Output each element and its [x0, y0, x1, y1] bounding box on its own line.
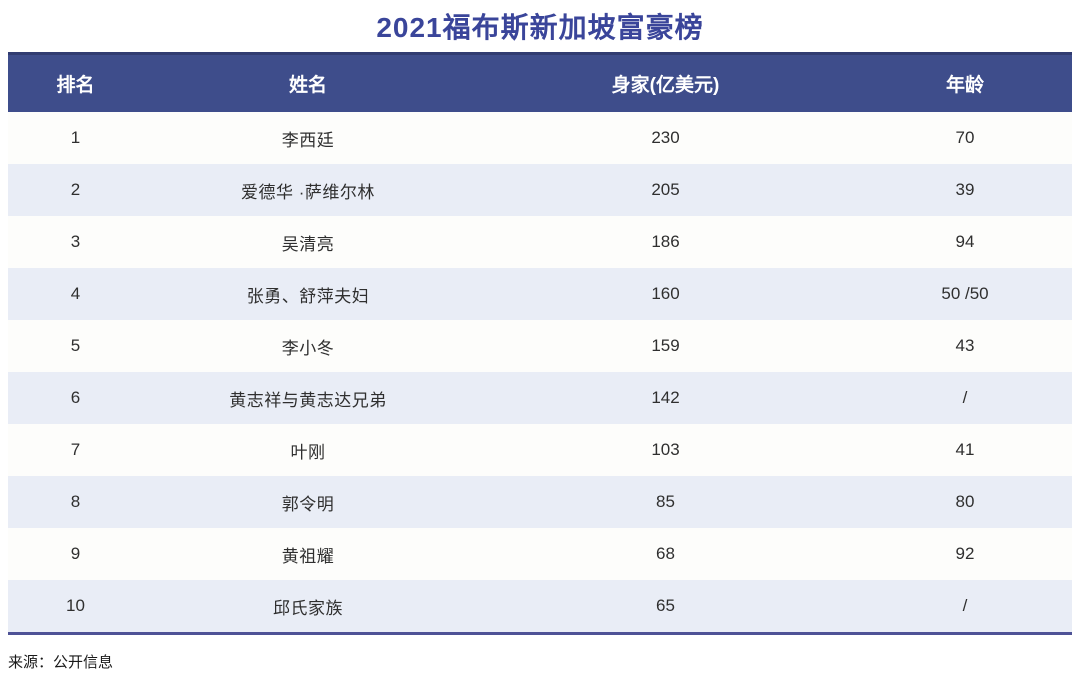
cell-worth: 230	[651, 128, 680, 147]
cell-worth: 159	[651, 336, 680, 355]
cell-worth: 65	[656, 596, 675, 615]
cell-worth: 186	[651, 232, 680, 251]
table-row: 10 邱氏家族 65 /	[8, 580, 1072, 632]
cell-rank: 3	[70, 232, 81, 251]
table-row: 9 黄祖耀 68 92	[8, 528, 1072, 580]
cell-name: 叶刚	[290, 442, 326, 462]
table-row: 3 吴清亮 186 94	[8, 216, 1072, 268]
cell-name: 邱氏家族	[273, 598, 343, 618]
page-title: 2021福布斯新加坡富豪榜	[376, 12, 704, 43]
cell-worth: 68	[656, 544, 675, 563]
cell-rank: 2	[70, 180, 81, 199]
cell-rank: 8	[70, 492, 81, 511]
cell-age: 70	[955, 128, 975, 147]
table-row: 1 李西廷 230 70	[8, 112, 1072, 164]
column-header-name: 姓名	[288, 75, 327, 96]
cell-age: 80	[955, 492, 975, 511]
cell-rank: 7	[70, 440, 81, 459]
cell-age: 94	[955, 232, 975, 251]
cell-worth: 205	[651, 180, 680, 199]
cell-rank: 4	[70, 284, 81, 303]
table-row: 2 爱德华 ·萨维尔林 205 39	[8, 164, 1072, 216]
cell-worth: 160	[651, 284, 680, 303]
column-header-age: 年龄	[945, 75, 984, 96]
table-header-row: 排名 姓名 身家(亿美元) 年龄	[8, 52, 1072, 112]
cell-name: 李西廷	[281, 130, 335, 150]
cell-rank: 10	[66, 596, 85, 615]
cell-age: /	[962, 596, 968, 615]
cell-name: 吴清亮	[281, 234, 335, 254]
source-note: 来源：公开信息	[8, 654, 114, 671]
table-row: 7 叶刚 103 41	[8, 424, 1072, 476]
cell-worth: 85	[656, 492, 675, 511]
table-row: 4 张勇、舒萍夫妇 160 50 /50	[8, 268, 1072, 320]
column-header-rank: 排名	[56, 75, 95, 96]
cell-worth: 103	[651, 440, 680, 459]
cell-age: 43	[955, 336, 975, 355]
column-header-worth: 身家(亿美元)	[611, 75, 720, 96]
table-row: 5 李小冬 159 43	[8, 320, 1072, 372]
table-row: 6 黄志祥与黄志达兄弟 142 /	[8, 372, 1072, 424]
table-row: 8 郭令明 85 80	[8, 476, 1072, 528]
cell-age: /	[962, 388, 968, 407]
cell-age: 39	[955, 180, 975, 199]
cell-name: 黄志祥与黄志达兄弟	[229, 390, 387, 410]
cell-age: 41	[955, 440, 975, 459]
cell-rank: 6	[70, 388, 81, 407]
cell-rank: 1	[70, 128, 81, 147]
cell-age: 50 /50	[941, 284, 989, 303]
cell-name: 爱德华 ·萨维尔林	[241, 182, 375, 202]
cell-rank: 5	[70, 336, 81, 355]
cell-name: 张勇、舒萍夫妇	[246, 286, 370, 306]
cell-rank: 9	[70, 544, 81, 563]
rich-list-table: 排名 姓名 身家(亿美元) 年龄 1 李西廷 230 70 2 爱德华 ·萨维尔…	[8, 52, 1072, 635]
cell-worth: 142	[651, 388, 680, 407]
cell-age: 92	[955, 544, 975, 563]
cell-name: 李小冬	[281, 338, 335, 358]
cell-name: 黄祖耀	[281, 546, 335, 566]
cell-name: 郭令明	[281, 494, 335, 514]
